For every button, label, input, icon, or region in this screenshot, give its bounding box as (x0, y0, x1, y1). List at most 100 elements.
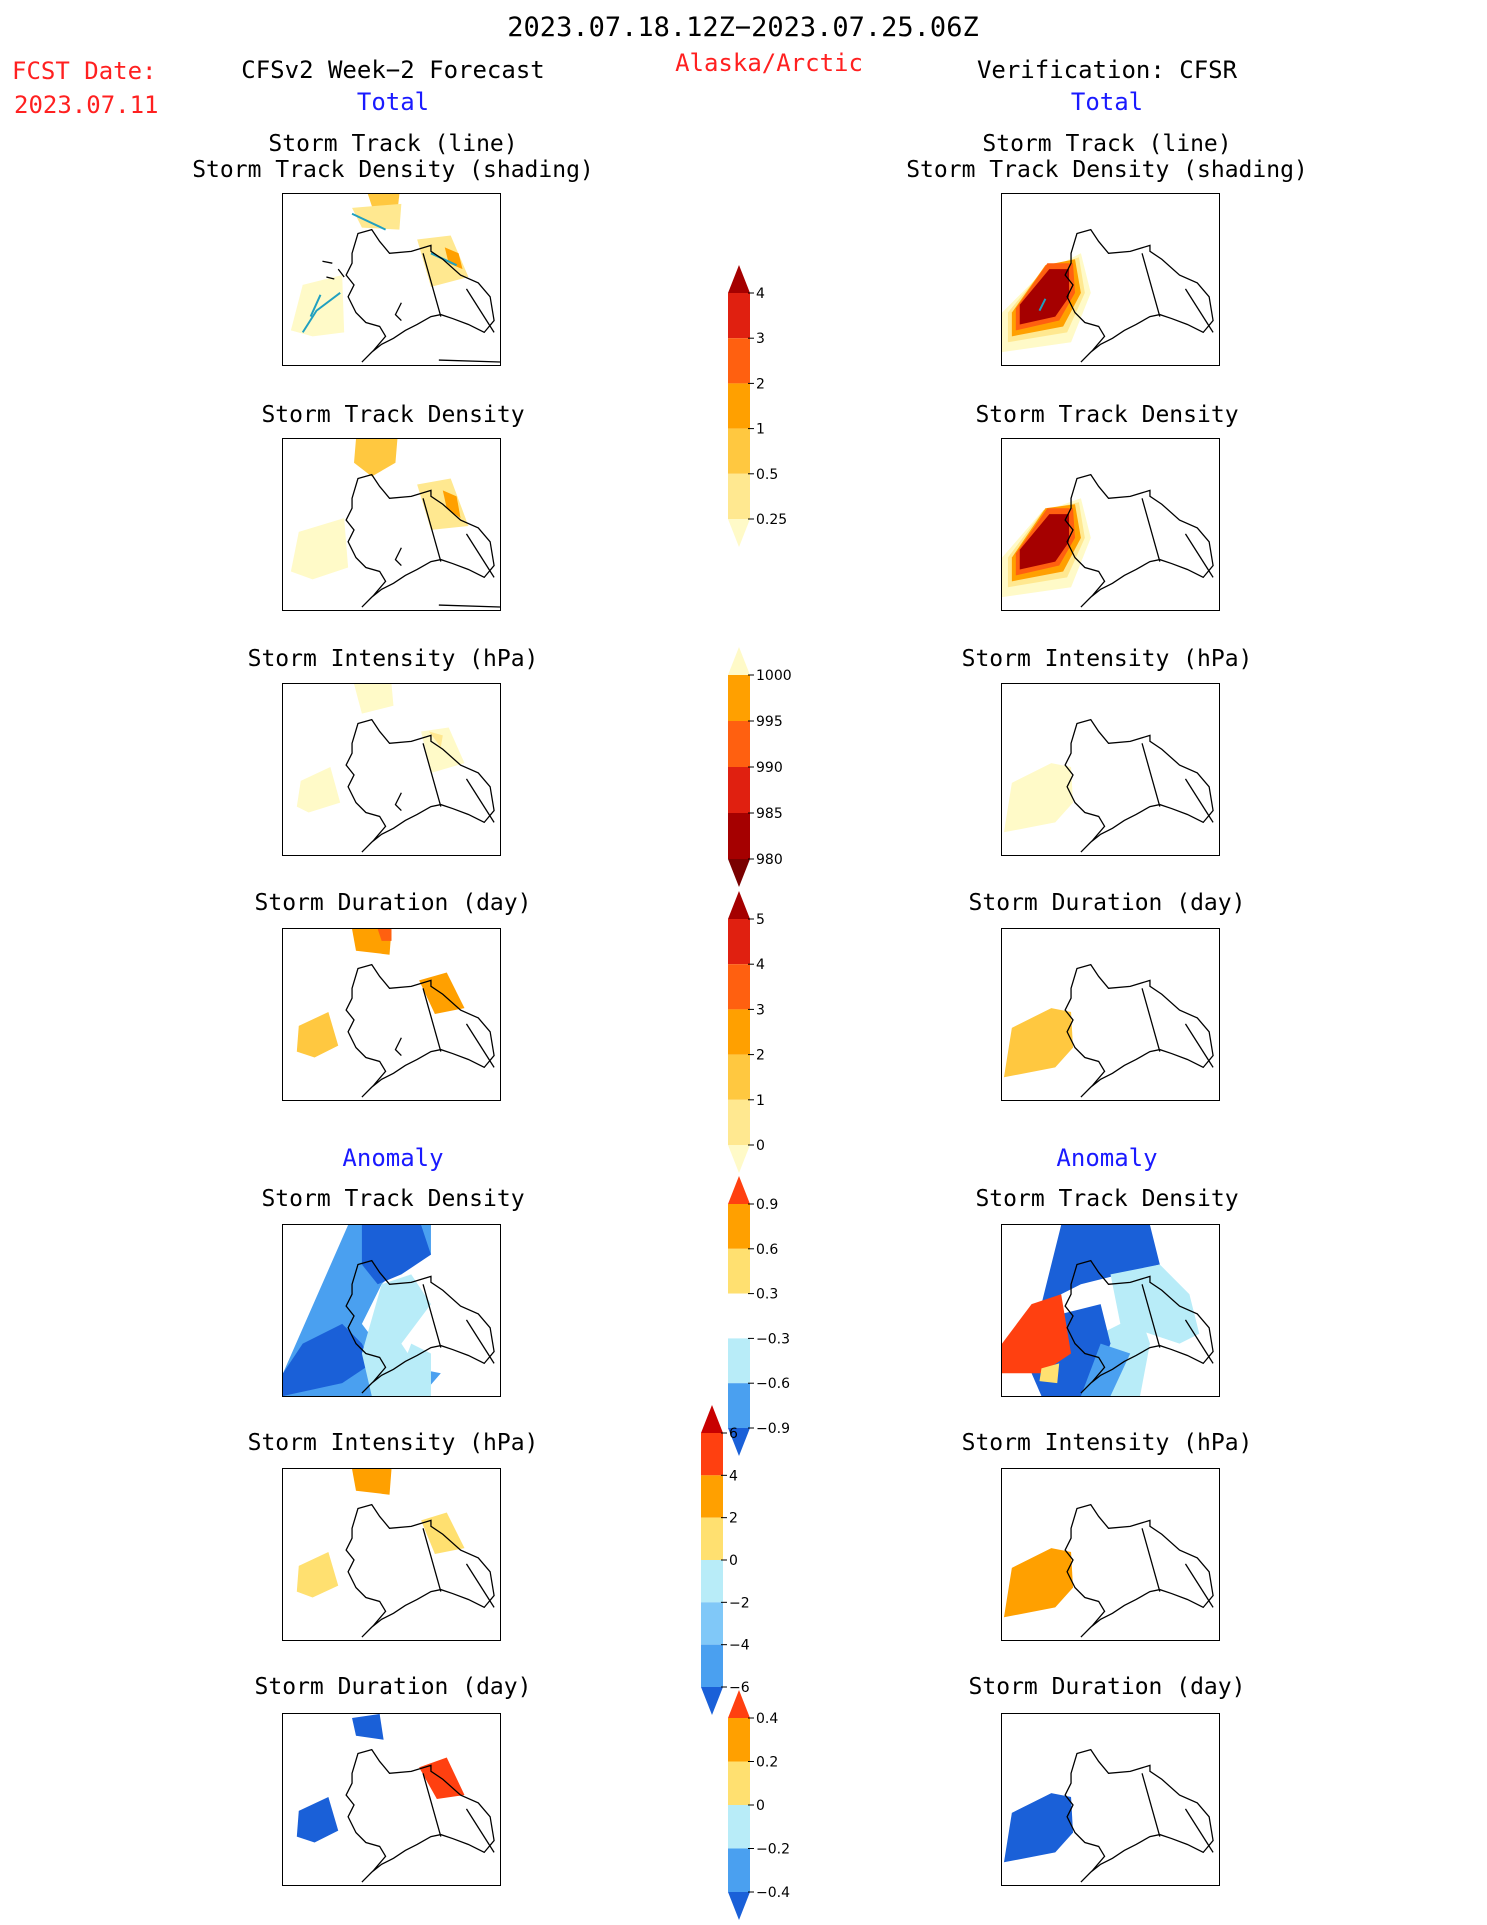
right-row1-title1: Storm Track (line) (982, 131, 1232, 157)
colorbar-swatch (728, 1054, 750, 1100)
colorbar-tick-label: −0.4 (756, 1885, 790, 1901)
colorbar-tick-label: 0.25 (756, 512, 787, 528)
colorbar-tick-label: 0.4 (756, 1711, 778, 1727)
colorbar-swatch (728, 1248, 750, 1294)
map-fcst-duration (282, 928, 501, 1101)
colorbar-intensity: 1000 995 990 985 980 (728, 647, 858, 887)
colorbar-swatch (701, 1602, 723, 1645)
colorbar-swatch (728, 473, 750, 519)
colorbar-swatch (728, 647, 750, 675)
colorbar-swatch (728, 859, 750, 887)
right-row3-title: Storm Intensity (hPa) (961, 646, 1253, 672)
colorbar-density: 4 3 2 1 0.5 0.25 (728, 265, 858, 547)
colorbar-tick-label: 0 (729, 1553, 738, 1569)
colorbar-swatch (728, 1176, 750, 1204)
colorbar-swatch (728, 813, 750, 859)
colorbar-density-anomaly: 0.9 0.6 0.3 −0.3 −0.6 −0.9 (728, 1176, 858, 1456)
colorbar-swatch (701, 1687, 723, 1715)
colorbar-tick-label: 2 (756, 376, 765, 392)
map-cfsr-intensity-anomaly (1001, 1468, 1220, 1641)
colorbar-tick-label: −4 (729, 1638, 750, 1654)
colorbar-tick-label: −6 (729, 1680, 750, 1696)
colorbar-swatch (701, 1644, 723, 1687)
right-row2-title: Storm Track Density (975, 402, 1239, 428)
right-row1-title2: Storm Track Density (shading) (906, 157, 1308, 183)
colorbar-swatch (728, 338, 750, 384)
colorbar-tick-label: 4 (729, 1468, 738, 1484)
colorbar-svg: 6 4 2 0 −2 −4 −6 (701, 1405, 750, 1715)
map-cfsr-duration (1001, 928, 1220, 1101)
colorbar-intensity-anomaly: 6 4 2 0 −2 −4 −6 (701, 1405, 831, 1715)
colorbar-swatch (728, 383, 750, 429)
map-fcst-track-density-lines (282, 193, 501, 366)
colorbar-svg: 4 3 2 1 0.5 0.25 (728, 265, 787, 547)
map-cfsr-density-anomaly (1001, 1224, 1220, 1397)
colorbar-swatch (728, 1099, 750, 1145)
map-fcst-duration-anomaly (282, 1713, 501, 1886)
colorbar-swatch (728, 1009, 750, 1055)
colorbar-svg: 0.4 0.2 0 −0.2 −0.4 (728, 1690, 790, 1920)
colorbar-swatch (728, 1145, 750, 1173)
left-row7-title: Storm Duration (day) (254, 1674, 532, 1700)
colorbar-swatch (728, 1293, 750, 1339)
colorbar-tick-label: −0.6 (756, 1376, 790, 1392)
colorbar-duration: 5 4 3 2 1 0 (728, 891, 858, 1173)
colorbar-swatch (728, 519, 750, 547)
colorbar-swatch (728, 1338, 750, 1384)
colorbar-swatch (728, 1892, 750, 1920)
colorbar-tick-label: 0.3 (756, 1287, 778, 1303)
left-total-label: Total (356, 88, 430, 116)
colorbar-swatch (728, 1428, 750, 1456)
colorbar-swatch (728, 1805, 750, 1849)
colorbar-swatch (728, 265, 750, 293)
right-row4-title: Storm Duration (day) (968, 890, 1246, 916)
colorbar-swatch (701, 1433, 723, 1476)
colorbar-tick-label: 5 (756, 912, 765, 928)
colorbar-tick-label: 2 (756, 1048, 765, 1064)
map-cfsr-intensity (1001, 683, 1220, 856)
colorbar-tick-label: −2 (729, 1595, 750, 1611)
colorbar-svg: 5 4 3 2 1 0 (728, 891, 765, 1173)
colorbar-swatch (701, 1560, 723, 1603)
colorbar-tick-label: 3 (756, 331, 765, 347)
colorbar-tick-label: 980 (756, 852, 783, 868)
left-column-title: CFSv2 Week−2 Forecast (241, 56, 545, 84)
colorbar-swatch (728, 1383, 750, 1428)
right-column-title: Verification: CFSR (976, 56, 1238, 84)
map-fcst-density-anomaly (282, 1224, 501, 1397)
map-cfsr-track-density (1001, 438, 1220, 611)
colorbar-swatch (701, 1475, 723, 1518)
colorbar-swatch (728, 675, 750, 721)
colorbar-swatch (728, 721, 750, 767)
left-row4-title: Storm Duration (day) (254, 890, 532, 916)
colorbar-swatch (728, 919, 750, 965)
map-fcst-intensity (282, 683, 501, 856)
colorbar-tick-label: 3 (756, 1002, 765, 1018)
left-anomaly-label: Anomaly (342, 1144, 444, 1172)
colorbar-swatch (728, 1718, 750, 1762)
colorbar-tick-label: 0 (756, 1798, 765, 1814)
right-row7-title: Storm Duration (day) (968, 1674, 1246, 1700)
colorbar-tick-label: 1 (756, 422, 765, 438)
left-row6-title: Storm Intensity (hPa) (247, 1430, 539, 1456)
colorbar-swatch (701, 1517, 723, 1560)
colorbar-tick-label: 0.9 (756, 1197, 778, 1213)
colorbar-tick-label: −0.3 (756, 1331, 790, 1347)
map-cfsr-duration-anomaly (1001, 1713, 1220, 1886)
left-row5-title: Storm Track Density (261, 1186, 525, 1212)
colorbar-swatch (728, 964, 750, 1010)
map-cfsr-track-density-lines (1001, 193, 1220, 366)
colorbar-swatch (728, 891, 750, 919)
region-title: Alaska/Arctic (675, 49, 863, 77)
fcst-date-label: FCST Date: (12, 57, 157, 85)
colorbar-tick-label: −0.9 (756, 1421, 790, 1437)
colorbar-tick-label: 0 (756, 1138, 765, 1154)
left-row3-title: Storm Intensity (hPa) (247, 646, 539, 672)
map-fcst-track-density (282, 438, 501, 611)
colorbar-swatch (728, 1690, 750, 1718)
left-row1-title1: Storm Track (line) (268, 131, 518, 157)
map-fcst-intensity-anomaly (282, 1468, 501, 1641)
colorbar-swatch (728, 293, 750, 339)
colorbar-tick-label: 4 (756, 286, 765, 302)
colorbar-swatch (728, 767, 750, 813)
